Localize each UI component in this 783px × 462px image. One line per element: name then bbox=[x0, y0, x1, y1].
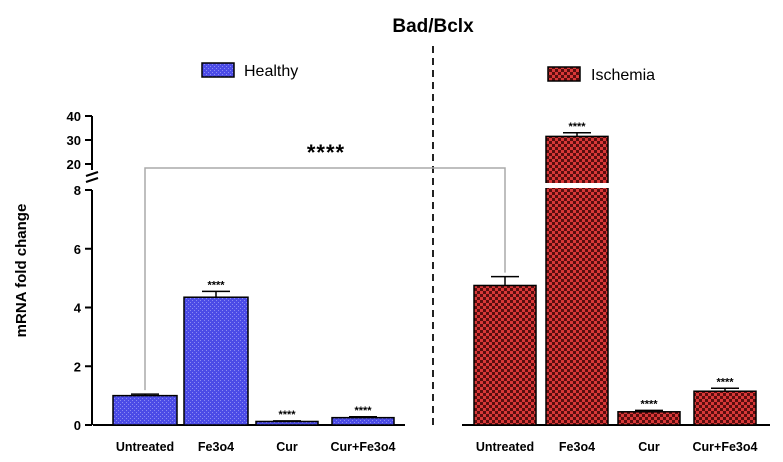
y-axis-label: mRNA fold change bbox=[13, 204, 30, 338]
y-tick-label: 20 bbox=[67, 157, 81, 172]
axis-break-mark bbox=[85, 171, 99, 177]
bar bbox=[255, 420, 319, 426]
y-tick-label: 2 bbox=[74, 359, 81, 374]
category-label: Fe3o4 bbox=[198, 440, 234, 454]
bar-break-gap bbox=[545, 183, 609, 188]
labels-layer: 0 2 4 6 8 20 30 40 mRNA fold change Bad/Bclx Untre… bbox=[13, 16, 758, 454]
bar bbox=[112, 394, 178, 426]
bar bbox=[183, 296, 249, 426]
legend-swatch bbox=[547, 66, 581, 82]
legend-swatch bbox=[201, 62, 235, 78]
category-label: Cur+Fe3o4 bbox=[331, 440, 396, 454]
significance-label: **** bbox=[568, 121, 586, 133]
legend-label: Healthy bbox=[244, 63, 298, 80]
category-label: Untreated bbox=[116, 440, 174, 454]
bar bbox=[693, 390, 757, 426]
comparison-significance-label: **** bbox=[307, 140, 345, 165]
y-tick-label: 30 bbox=[67, 133, 81, 148]
significance-label: **** bbox=[354, 405, 372, 417]
y-tick-label: 4 bbox=[74, 301, 82, 316]
significance-label: **** bbox=[278, 409, 296, 421]
bars-layer bbox=[112, 132, 757, 426]
legend-label: Ischemia bbox=[591, 67, 655, 84]
y-tick-label: 0 bbox=[74, 418, 81, 433]
category-label: Cur bbox=[276, 440, 298, 454]
category-label: Cur+Fe3o4 bbox=[693, 440, 758, 454]
comparison-bracket bbox=[144, 167, 506, 391]
y-tick-label: 6 bbox=[74, 242, 81, 257]
bar bbox=[331, 416, 395, 426]
category-label: Fe3o4 bbox=[559, 440, 595, 454]
bar bbox=[473, 284, 537, 426]
significance-label: **** bbox=[207, 279, 225, 291]
significance-label: **** bbox=[640, 398, 658, 410]
category-label: Cur bbox=[638, 440, 660, 454]
axis-break-mark bbox=[85, 177, 99, 183]
y-tick-label: 8 bbox=[74, 183, 81, 198]
category-label: Untreated bbox=[476, 440, 534, 454]
significance-label: **** bbox=[716, 376, 734, 388]
chart-title: Bad/Bclx bbox=[392, 16, 474, 37]
bar bbox=[545, 135, 609, 426]
bar bbox=[617, 411, 681, 426]
y-tick-label: 40 bbox=[67, 109, 81, 124]
